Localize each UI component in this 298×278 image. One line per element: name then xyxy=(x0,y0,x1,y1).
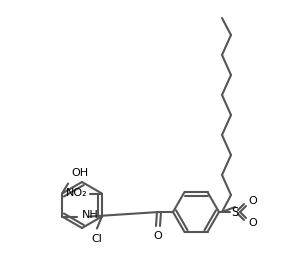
Text: NO₂: NO₂ xyxy=(66,188,88,198)
Text: Cl: Cl xyxy=(91,234,102,244)
Text: O: O xyxy=(154,231,162,241)
Text: O: O xyxy=(248,196,257,206)
Text: S: S xyxy=(231,205,239,219)
Text: OH: OH xyxy=(71,168,88,177)
Text: O: O xyxy=(248,218,257,228)
Text: NH: NH xyxy=(82,210,99,220)
